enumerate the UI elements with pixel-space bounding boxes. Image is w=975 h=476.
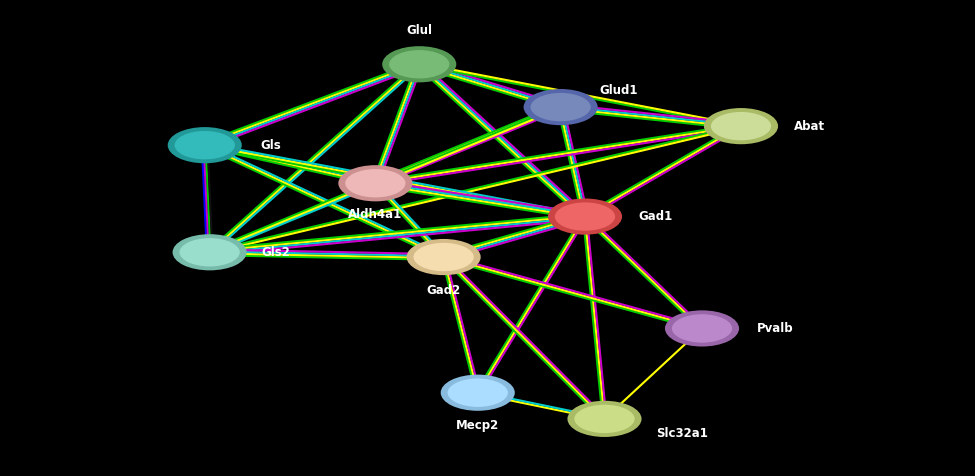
Circle shape [671,313,733,344]
Circle shape [524,89,598,125]
Text: Gls2: Gls2 [261,246,291,259]
Circle shape [382,46,456,82]
Text: Gad2: Gad2 [426,284,461,297]
Circle shape [173,234,247,270]
Text: Slc32a1: Slc32a1 [656,426,709,440]
Circle shape [665,310,739,347]
Circle shape [168,127,242,163]
Circle shape [178,237,241,268]
Circle shape [554,201,616,232]
Text: Aldh4a1: Aldh4a1 [348,208,403,221]
Circle shape [412,242,475,272]
Circle shape [447,377,509,408]
Text: Gls: Gls [260,139,282,152]
Circle shape [338,165,412,201]
Circle shape [710,111,772,141]
Text: Pvalb: Pvalb [757,322,794,335]
Circle shape [388,49,450,79]
Text: Glul: Glul [407,24,432,38]
Text: Gad1: Gad1 [638,210,673,223]
Circle shape [529,92,592,122]
Text: Glud1: Glud1 [600,84,639,97]
Circle shape [174,130,236,160]
Text: Mecp2: Mecp2 [456,418,499,432]
Circle shape [344,168,407,198]
Circle shape [441,375,515,411]
Circle shape [573,404,636,434]
Circle shape [567,401,642,437]
Circle shape [407,239,481,275]
Text: Abat: Abat [794,119,825,133]
Circle shape [704,108,778,144]
Circle shape [548,198,622,235]
